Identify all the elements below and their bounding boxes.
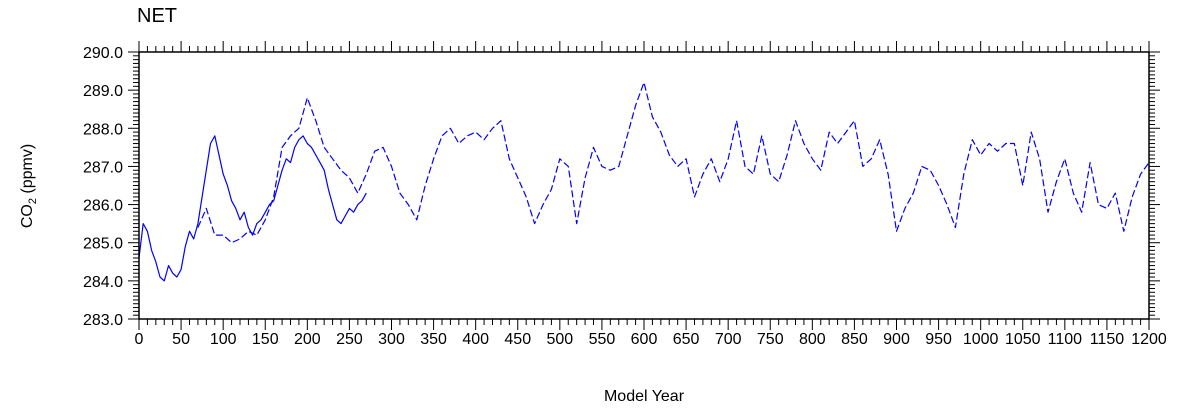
series-line-solid	[138, 135, 367, 282]
x-tick-label: 200	[294, 331, 321, 348]
x-tick-label: 950	[925, 331, 952, 348]
x-tick-label: 300	[378, 331, 405, 348]
x-tick-label: 1000	[963, 331, 999, 348]
plot-frame	[138, 51, 1150, 320]
y-tick-label: 288.0	[83, 121, 123, 138]
x-tick-label: 650	[673, 331, 700, 348]
y-tick-label: 286.0	[83, 198, 123, 215]
y-axis-title: CO2 (ppmv)	[19, 144, 39, 228]
y-axis-title-main: CO	[19, 204, 36, 228]
x-tick-label: 700	[715, 331, 742, 348]
x-tick-label: 450	[504, 331, 531, 348]
x-tick-label: 250	[336, 331, 363, 348]
x-tick-label: 0	[135, 331, 144, 348]
y-axis-title-unit: (ppmv)	[19, 144, 36, 198]
x-axis-ticks: 0 50 100 150 200 250 300 350 400 450 500 550 600 650 7…	[135, 41, 1167, 348]
x-tick-label: 1050	[1005, 331, 1041, 348]
y-tick-label: 284.0	[83, 274, 123, 291]
x-tick-label: 750	[757, 331, 784, 348]
x-tick-label: 1100	[1048, 331, 1083, 348]
x-tick-label: 350	[420, 331, 447, 348]
x-tick-label: 600	[631, 331, 658, 348]
x-tick-label: 1200	[1131, 331, 1167, 348]
y-tick-label: 290.0	[83, 45, 123, 62]
x-tick-label: 100	[210, 331, 237, 348]
y-axis-ticks: 283.0 284.0 285.0 286.0 287.0 288.0 289.0 290.0	[83, 45, 1160, 329]
chart-title: NET	[137, 5, 177, 27]
x-tick-label: 400	[462, 331, 489, 348]
y-tick-label: 289.0	[83, 83, 123, 100]
y-tick-label: 287.0	[83, 159, 123, 176]
x-tick-label: 850	[841, 331, 868, 348]
y-tick-label: 283.0	[83, 312, 123, 329]
x-tick-label: 550	[589, 331, 616, 348]
x-tick-label: 150	[252, 331, 279, 348]
y-axis-title-subscript: 2	[27, 198, 39, 204]
x-tick-label: 1150	[1090, 331, 1125, 348]
x-tick-label: 800	[799, 331, 826, 348]
x-axis-title: Model Year	[604, 388, 685, 405]
series-layer	[138, 81, 1150, 282]
series-line-dashed	[197, 81, 1150, 244]
x-tick-label: 50	[172, 331, 190, 348]
y-tick-label: 285.0	[83, 236, 123, 253]
x-tick-label: 500	[546, 331, 573, 348]
x-tick-label: 900	[883, 331, 910, 348]
